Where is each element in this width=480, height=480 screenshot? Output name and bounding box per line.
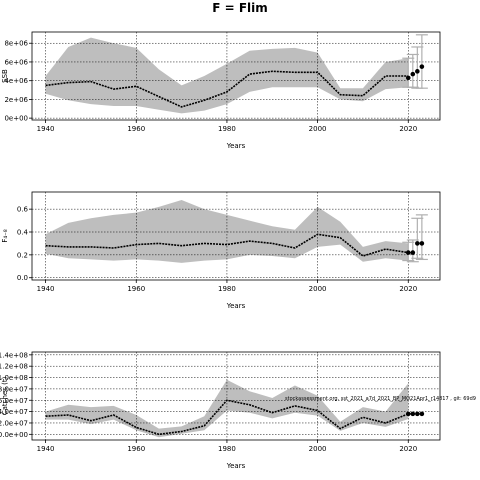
y-tick-label: 0e+00	[4, 115, 28, 123]
plot-frame	[31, 351, 441, 441]
plot-frame	[31, 191, 441, 281]
x-tick-label: 1940	[37, 125, 55, 133]
figure-title: F = Flim	[212, 1, 268, 15]
forecast-point	[410, 250, 416, 255]
forecast-point	[419, 64, 425, 69]
x-tick-label: 1960	[127, 125, 145, 133]
y-tick-label: 0.6	[17, 206, 29, 214]
x-tick-label: 1980	[218, 125, 236, 133]
x-tick-label: 1980	[218, 445, 236, 453]
x-tick-label: 2000	[309, 445, 327, 453]
x-axis-label: Years	[226, 302, 246, 310]
forecast-point	[405, 411, 411, 417]
y-axis-label: F₄₋₈	[1, 229, 9, 243]
x-tick-label: 2020	[399, 285, 417, 293]
x-tick-label: 2020	[399, 125, 417, 133]
x-tick-label: 1960	[127, 445, 145, 453]
x-axis-label: Years	[226, 142, 246, 150]
forecast-point	[419, 241, 425, 246]
forecast-point	[410, 71, 416, 77]
forecast-point	[419, 411, 425, 417]
y-tick-label: 1.2e+08	[0, 363, 28, 371]
y-tick-label: 0.2	[17, 251, 28, 259]
y-tick-label: 4e+06	[4, 77, 28, 85]
y-tick-label: 8.0e+07	[0, 385, 28, 393]
forecast-point	[415, 69, 420, 74]
x-axis-label: Years	[226, 462, 246, 470]
plot-area	[32, 192, 440, 280]
forecast-point	[405, 75, 411, 81]
x-tick-label: 2020	[399, 445, 417, 453]
y-tick-label: 6.0e+07	[0, 397, 28, 405]
y-tick-label: 0.4	[17, 229, 29, 237]
y-tick-label: 4.0e+07	[0, 408, 28, 416]
y-tick-label: 0.0e+00	[0, 431, 28, 439]
forecast-point	[410, 411, 416, 417]
x-tick-label: 2000	[309, 285, 327, 293]
y-tick-label: 6e+06	[4, 58, 28, 66]
y-tick-label: 2.0e+07	[0, 419, 28, 427]
y-tick-label: 1.0e+08	[0, 374, 28, 382]
watermark: stockassessment.org, sst_2021_a7d_2021_B…	[285, 396, 476, 402]
plot-area	[32, 352, 440, 440]
forecast-point	[405, 250, 411, 255]
x-tick-label: 1960	[127, 285, 145, 293]
x-tick-label: 1940	[37, 445, 55, 453]
forecast-point	[415, 241, 420, 246]
y-tick-label: 2e+06	[4, 96, 28, 104]
x-tick-label: 1980	[218, 285, 236, 293]
panel-1: 1940 1960 1980 2000 2020 0e+00 2e+06 4e+06 6e+06…	[1, 31, 441, 150]
x-tick-label: 1940	[37, 285, 55, 293]
confidence-band	[45, 379, 409, 438]
x-tick-label: 2000	[309, 125, 327, 133]
y-tick-label: 1.4e+08	[0, 351, 28, 359]
panel-2: 1940 1960 1980 2000 2020 0.0 0.2 0.4 0.6 Years F₄₋…	[1, 191, 441, 310]
panel-3: 1940 1960 1980 2000 2020 0.0e+00 2.0e+07 4.0e+0…	[0, 351, 441, 470]
y-axis-label: SSB	[1, 69, 9, 83]
estimate-line	[45, 399, 409, 436]
plot-area	[32, 32, 440, 120]
estimate-line	[45, 233, 409, 257]
panels: 1940 1960 1980 2000 2020 0e+00 2e+06 4e+06 6e+06…	[0, 31, 441, 470]
forecast-point	[415, 411, 420, 417]
estimate-line	[45, 70, 409, 108]
plot-frame	[31, 31, 441, 121]
y-tick-label: 0.0	[17, 274, 28, 282]
y-tick-label: 8e+06	[4, 40, 28, 48]
y-axis-label: Catches (t)	[1, 376, 9, 415]
